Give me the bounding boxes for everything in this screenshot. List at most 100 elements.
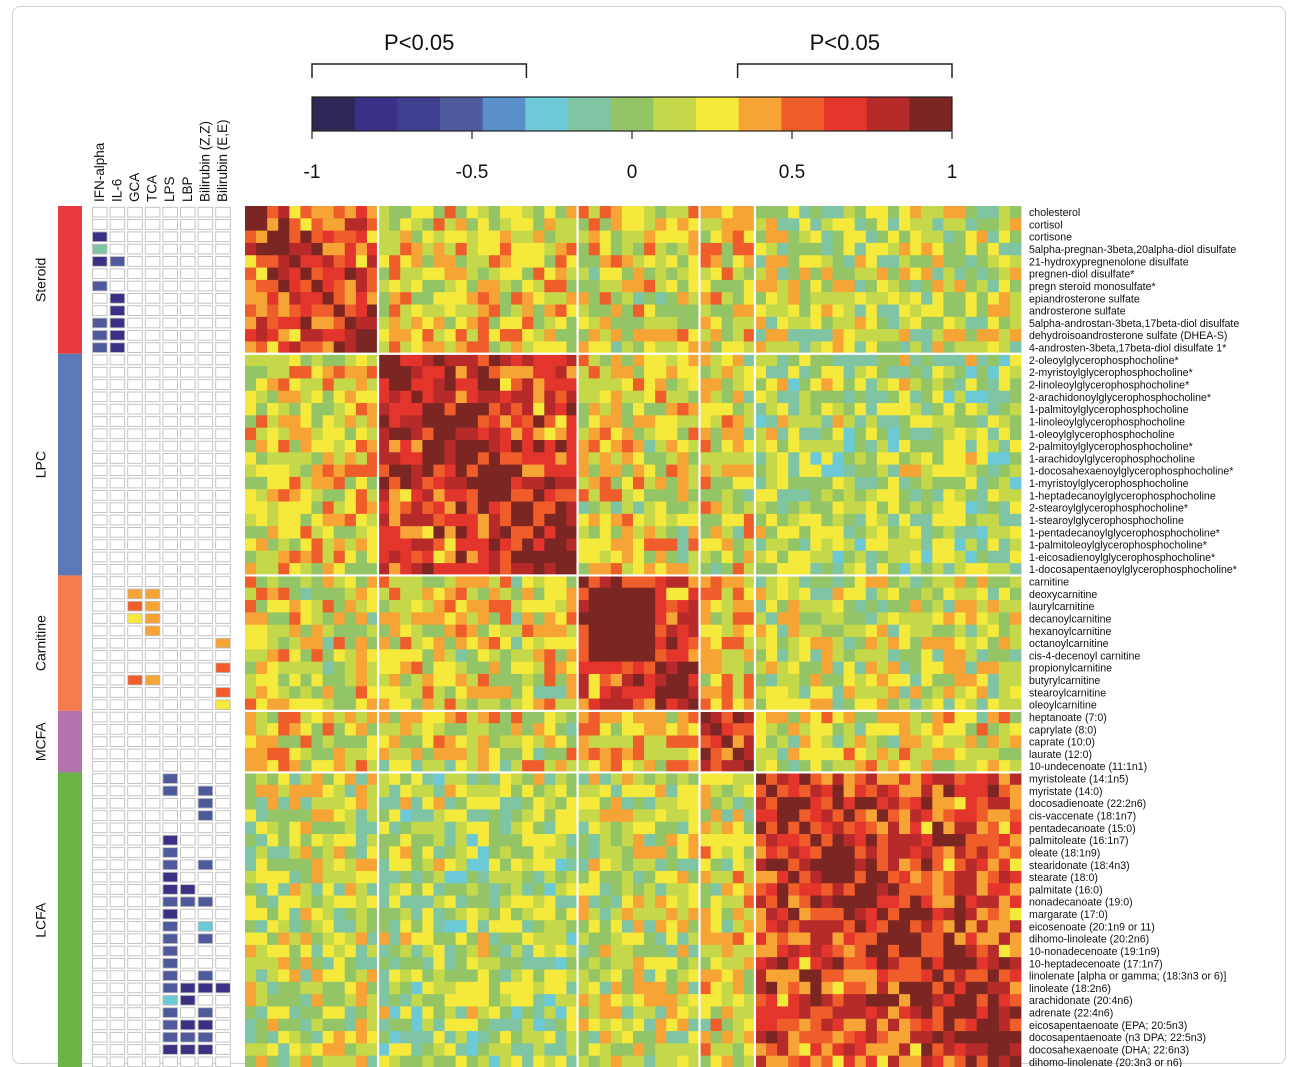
heatmap-cell bbox=[788, 760, 800, 773]
heatmap-cell bbox=[588, 797, 601, 810]
covariate-cell bbox=[127, 699, 143, 711]
heatmap-cell bbox=[300, 747, 312, 761]
covariate-cell bbox=[215, 982, 231, 994]
heatmap-cell bbox=[466, 439, 479, 453]
heatmap-cell bbox=[732, 907, 745, 921]
heatmap-cell bbox=[355, 969, 368, 983]
heatmap-cell bbox=[887, 895, 900, 909]
heatmap-cell bbox=[411, 242, 423, 256]
heatmap-cell bbox=[433, 723, 445, 736]
heatmap-cell bbox=[655, 735, 667, 749]
heatmap-cell bbox=[366, 821, 379, 835]
heatmap-cell bbox=[621, 649, 634, 663]
heatmap-cell bbox=[433, 476, 445, 490]
heatmap-cell bbox=[788, 772, 800, 786]
heatmap-cell bbox=[488, 316, 501, 330]
heatmap-cell bbox=[832, 710, 845, 724]
heatmap-cell bbox=[921, 661, 933, 675]
heatmap-cell bbox=[533, 304, 545, 318]
heatmap-cell bbox=[344, 735, 357, 749]
heatmap-cell bbox=[433, 513, 445, 527]
heatmap-cell bbox=[710, 637, 723, 650]
heatmap-cell bbox=[743, 353, 756, 367]
covariate-cell bbox=[144, 243, 161, 255]
covariate-cell bbox=[215, 834, 231, 846]
heatmap-cell bbox=[688, 723, 700, 736]
heatmap-cell bbox=[699, 920, 711, 933]
heatmap-cell bbox=[400, 957, 412, 970]
heatmap-cell bbox=[533, 464, 545, 478]
heatmap-cell bbox=[821, 747, 833, 761]
heatmap-cell bbox=[799, 661, 811, 675]
heatmap-cell bbox=[788, 957, 800, 970]
covariate-cell bbox=[215, 822, 231, 834]
heatmap-cell bbox=[887, 944, 900, 958]
heatmap-cell bbox=[987, 772, 1000, 786]
heatmap-cell bbox=[954, 834, 966, 847]
covariate-cell bbox=[180, 650, 196, 661]
heatmap-cell bbox=[821, 920, 833, 933]
heatmap-cell bbox=[577, 612, 590, 626]
heatmap-cell bbox=[344, 883, 357, 896]
heatmap-cell bbox=[599, 920, 612, 933]
heatmap-cell bbox=[843, 403, 856, 416]
heatmap-cell bbox=[1009, 255, 1022, 268]
heatmap-cell bbox=[754, 944, 767, 958]
legend-color-swatch bbox=[696, 97, 740, 131]
covariate-cell bbox=[127, 871, 143, 883]
heatmap-cell bbox=[965, 772, 978, 786]
heatmap-cell bbox=[499, 600, 512, 613]
heatmap-cell bbox=[566, 575, 578, 589]
heatmap-cell bbox=[566, 415, 578, 429]
heatmap-cell bbox=[444, 710, 457, 724]
heatmap-cell bbox=[444, 600, 457, 613]
group-color-bar bbox=[58, 575, 82, 711]
heatmap-cell bbox=[887, 427, 900, 441]
heatmap-cell bbox=[976, 304, 989, 318]
heatmap-cell bbox=[865, 821, 878, 835]
heatmap-cell bbox=[655, 698, 667, 712]
heatmap-cell bbox=[743, 710, 756, 724]
heatmap-cell bbox=[267, 279, 279, 293]
heatmap-cell bbox=[943, 797, 955, 810]
heatmap-cell bbox=[965, 600, 978, 613]
heatmap-cell bbox=[821, 279, 833, 293]
heatmap-cell bbox=[411, 563, 423, 576]
heatmap-cell bbox=[333, 944, 346, 958]
heatmap-cell bbox=[732, 673, 745, 687]
heatmap-cell bbox=[511, 784, 523, 798]
heatmap-cell bbox=[843, 230, 856, 244]
heatmap-cell bbox=[566, 895, 578, 909]
heatmap-cell bbox=[588, 723, 601, 736]
heatmap-cell bbox=[621, 563, 634, 576]
heatmap-cell bbox=[555, 587, 567, 601]
heatmap-cell bbox=[477, 747, 490, 761]
heatmap-cell bbox=[954, 723, 966, 736]
heatmap-cell bbox=[987, 304, 1000, 318]
heatmap-cell bbox=[522, 637, 534, 650]
heatmap-cell bbox=[411, 637, 423, 650]
heatmap-cell bbox=[278, 526, 290, 539]
covariate-cell bbox=[144, 379, 161, 390]
heatmap-cell bbox=[466, 476, 479, 490]
heatmap-cell bbox=[788, 895, 800, 909]
heatmap-cell bbox=[832, 932, 845, 946]
covariate-cell bbox=[109, 551, 126, 563]
heatmap-cell bbox=[732, 784, 745, 798]
heatmap-cell bbox=[699, 883, 711, 896]
heatmap-cell bbox=[788, 538, 800, 552]
heatmap-cell bbox=[544, 538, 556, 552]
heatmap-cell bbox=[466, 550, 479, 564]
heatmap-cell bbox=[976, 575, 989, 589]
heatmap-cell bbox=[754, 513, 767, 527]
heatmap-cell bbox=[344, 218, 357, 232]
heatmap-cell bbox=[267, 439, 279, 453]
heatmap-cell bbox=[976, 218, 989, 232]
heatmap-cell bbox=[466, 932, 479, 946]
heatmap-cell bbox=[389, 206, 401, 219]
heatmap-cell bbox=[499, 403, 512, 416]
heatmap-cell bbox=[854, 883, 867, 896]
heatmap-cell bbox=[821, 944, 833, 958]
heatmap-cell bbox=[344, 673, 357, 687]
heatmap-cell bbox=[278, 452, 290, 465]
